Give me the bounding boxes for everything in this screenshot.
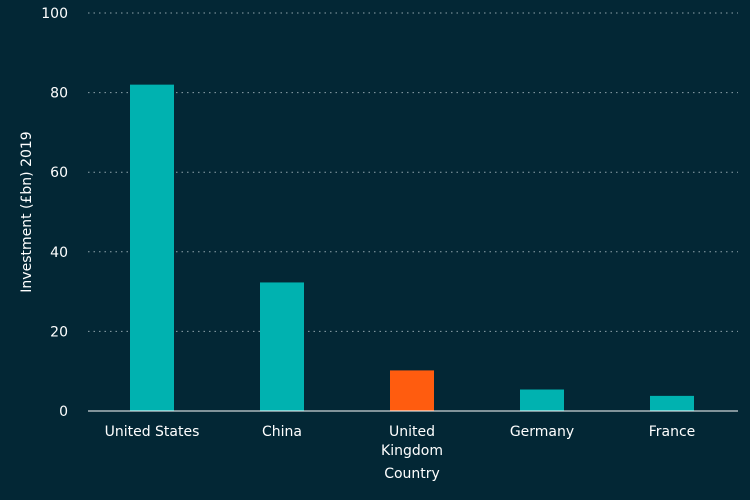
bar-germany: [520, 389, 564, 411]
x-axis-title: Country: [384, 466, 440, 482]
y-tick-label: 40: [50, 245, 68, 261]
y-tick-label: 100: [41, 6, 68, 22]
gridlines: [88, 12, 738, 332]
y-axis-title: Investment (£bn) 2019: [19, 131, 35, 292]
bars: [130, 84, 694, 411]
x-tick-label: France: [649, 424, 696, 440]
y-tick-label: 60: [50, 165, 68, 181]
y-tick-label: 20: [50, 324, 68, 340]
x-tick-label: Germany: [510, 424, 574, 440]
x-tick-label: China: [262, 424, 302, 440]
bar-france: [650, 395, 694, 411]
x-tick-label: United Kingdom: [381, 424, 443, 459]
bar-china: [260, 282, 304, 411]
x-axis-ticks: United States China United Kingdom Germany Fr…: [105, 424, 696, 459]
y-axis-ticks: 0 20 40 60 80 100: [41, 6, 68, 420]
y-tick-label: 0: [59, 404, 68, 420]
bar-united-kingdom: [390, 370, 434, 411]
bar-united-states: [130, 84, 174, 411]
x-tick-label: United States: [105, 424, 200, 440]
y-tick-label: 80: [50, 86, 68, 102]
